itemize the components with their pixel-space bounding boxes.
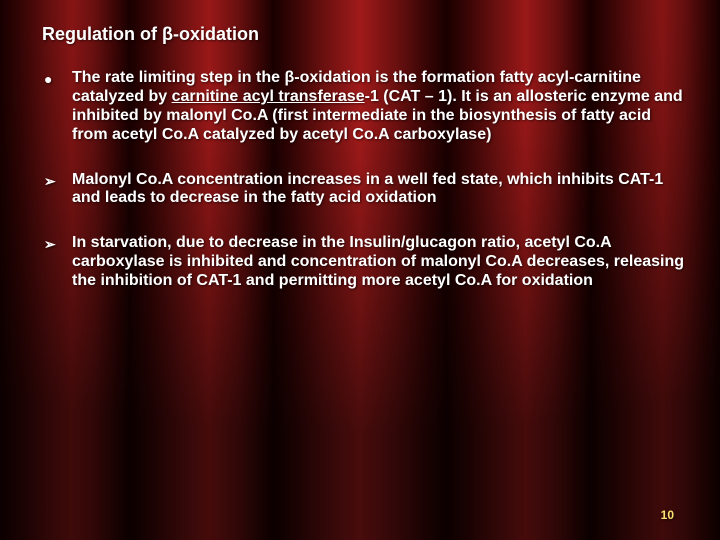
bullet-text: Malonyl Co.A concentration increases in … bbox=[72, 171, 663, 207]
bullet-arrow-icon: ➢ bbox=[44, 236, 56, 253]
slide-title: Regulation of β-oxidation bbox=[42, 24, 690, 45]
bullet-text: The rate limiting step in the β-oxidatio… bbox=[72, 69, 683, 143]
page-number: 10 bbox=[661, 508, 674, 522]
slide-container: Regulation of β-oxidation ● The rate lim… bbox=[0, 0, 720, 540]
list-item: ➢ In starvation, due to decrease in the … bbox=[42, 234, 690, 291]
bullet-arrow-icon: ➢ bbox=[44, 173, 56, 190]
bullet-text: In starvation, due to decrease in the In… bbox=[72, 234, 684, 289]
bullet-list: ● The rate limiting step in the β-oxidat… bbox=[42, 69, 690, 291]
bullet-dot-icon: ● bbox=[44, 71, 52, 88]
list-item: ● The rate limiting step in the β-oxidat… bbox=[42, 69, 690, 145]
list-item: ➢ Malonyl Co.A concentration increases i… bbox=[42, 171, 690, 209]
